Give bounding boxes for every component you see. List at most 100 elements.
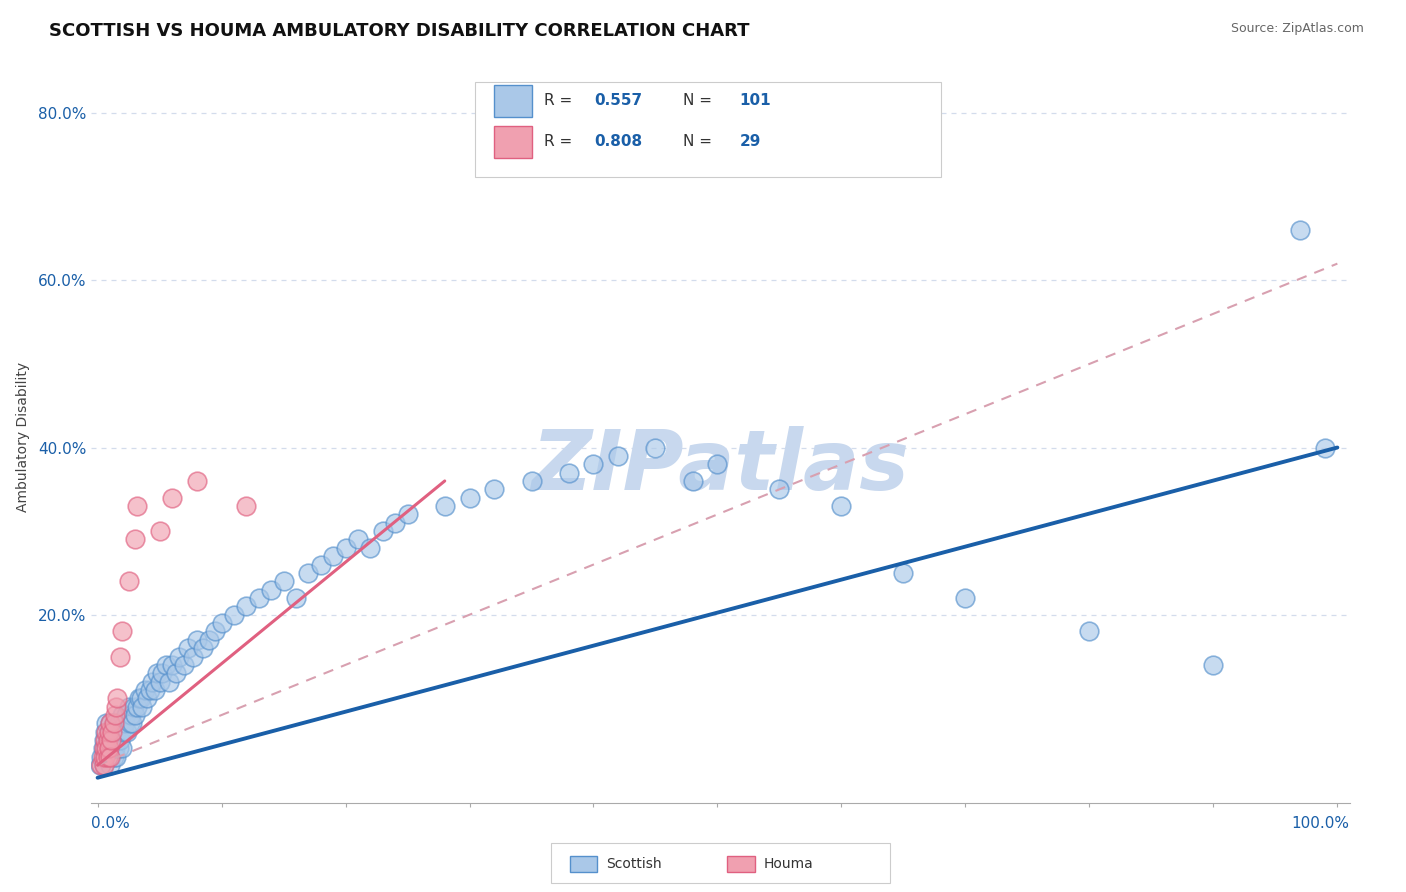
Text: Source: ZipAtlas.com: Source: ZipAtlas.com [1230, 22, 1364, 36]
Point [359, 541, 381, 555]
Point [96, 733, 118, 747]
Point [96, 741, 118, 756]
Point [198, 632, 221, 647]
Text: R =: R = [544, 135, 578, 149]
Point [644, 441, 666, 455]
Point [160, 657, 183, 672]
Point [458, 491, 481, 505]
Point [111, 741, 134, 756]
Point [107, 741, 129, 756]
Point [107, 733, 129, 747]
Point [105, 724, 128, 739]
Point [122, 699, 145, 714]
Point [136, 691, 159, 706]
Point [150, 666, 173, 681]
Point [94, 749, 117, 764]
Point [96, 749, 118, 764]
Point [520, 474, 543, 488]
Point [100, 733, 122, 747]
Point [104, 741, 127, 756]
Point [112, 724, 135, 739]
Point [111, 708, 134, 723]
Point [211, 616, 233, 631]
Point [114, 716, 136, 731]
Point [1289, 223, 1312, 237]
Point [160, 491, 183, 505]
Point [94, 724, 117, 739]
Text: 29: 29 [740, 135, 761, 149]
Point [105, 699, 128, 714]
Text: ZIPatlas: ZIPatlas [531, 425, 910, 507]
Point [260, 582, 283, 597]
Point [309, 558, 332, 572]
Point [91, 749, 114, 764]
Point [105, 749, 128, 764]
Point [97, 724, 120, 739]
Point [115, 708, 138, 723]
Point [97, 741, 120, 756]
Point [607, 449, 630, 463]
Point [173, 657, 195, 672]
Point [706, 457, 728, 471]
Point [204, 624, 226, 639]
Point [96, 724, 118, 739]
Point [155, 657, 177, 672]
Point [682, 474, 704, 488]
Point [127, 499, 149, 513]
Point [955, 591, 977, 605]
Point [347, 533, 370, 547]
Point [98, 758, 121, 772]
Point [143, 682, 166, 697]
Point [98, 716, 121, 731]
Point [396, 508, 419, 522]
Text: N =: N = [683, 135, 717, 149]
Point [127, 699, 149, 714]
Point [1078, 624, 1101, 639]
Point [284, 591, 307, 605]
Point [107, 691, 129, 706]
Point [101, 741, 124, 756]
Point [1202, 657, 1225, 672]
Point [169, 649, 191, 664]
Point [186, 474, 208, 488]
Text: N =: N = [683, 93, 717, 108]
Point [177, 641, 200, 656]
Text: 100.0%: 100.0% [1292, 816, 1350, 831]
Point [148, 674, 170, 689]
Text: R =: R = [544, 93, 578, 108]
Text: SCOTTISH VS HOUMA AMBULATORY DISABILITY CORRELATION CHART: SCOTTISH VS HOUMA AMBULATORY DISABILITY … [49, 22, 749, 40]
Point [111, 624, 134, 639]
Point [120, 708, 142, 723]
Point [131, 699, 153, 714]
Point [103, 716, 125, 731]
Point [103, 749, 125, 764]
Point [830, 499, 852, 513]
Point [98, 741, 121, 756]
Text: 0.0%: 0.0% [91, 816, 131, 831]
Point [98, 749, 121, 764]
Point [557, 466, 579, 480]
Point [96, 716, 118, 731]
Point [104, 716, 127, 731]
Point [124, 533, 146, 547]
Point [100, 749, 122, 764]
Point [93, 733, 115, 747]
Point [138, 682, 160, 697]
Point [191, 641, 214, 656]
Point [128, 691, 150, 706]
Point [117, 724, 139, 739]
Point [893, 566, 915, 580]
Point [101, 724, 124, 739]
Point [384, 516, 406, 530]
Point [93, 741, 115, 756]
Point [90, 749, 112, 764]
Point [235, 599, 257, 614]
Point [97, 741, 120, 756]
Text: 101: 101 [740, 93, 770, 108]
Point [433, 499, 456, 513]
Point [273, 574, 295, 589]
Y-axis label: Ambulatory Disability: Ambulatory Disability [15, 362, 30, 512]
Point [107, 716, 129, 731]
Point [371, 524, 394, 538]
Point [235, 499, 257, 513]
